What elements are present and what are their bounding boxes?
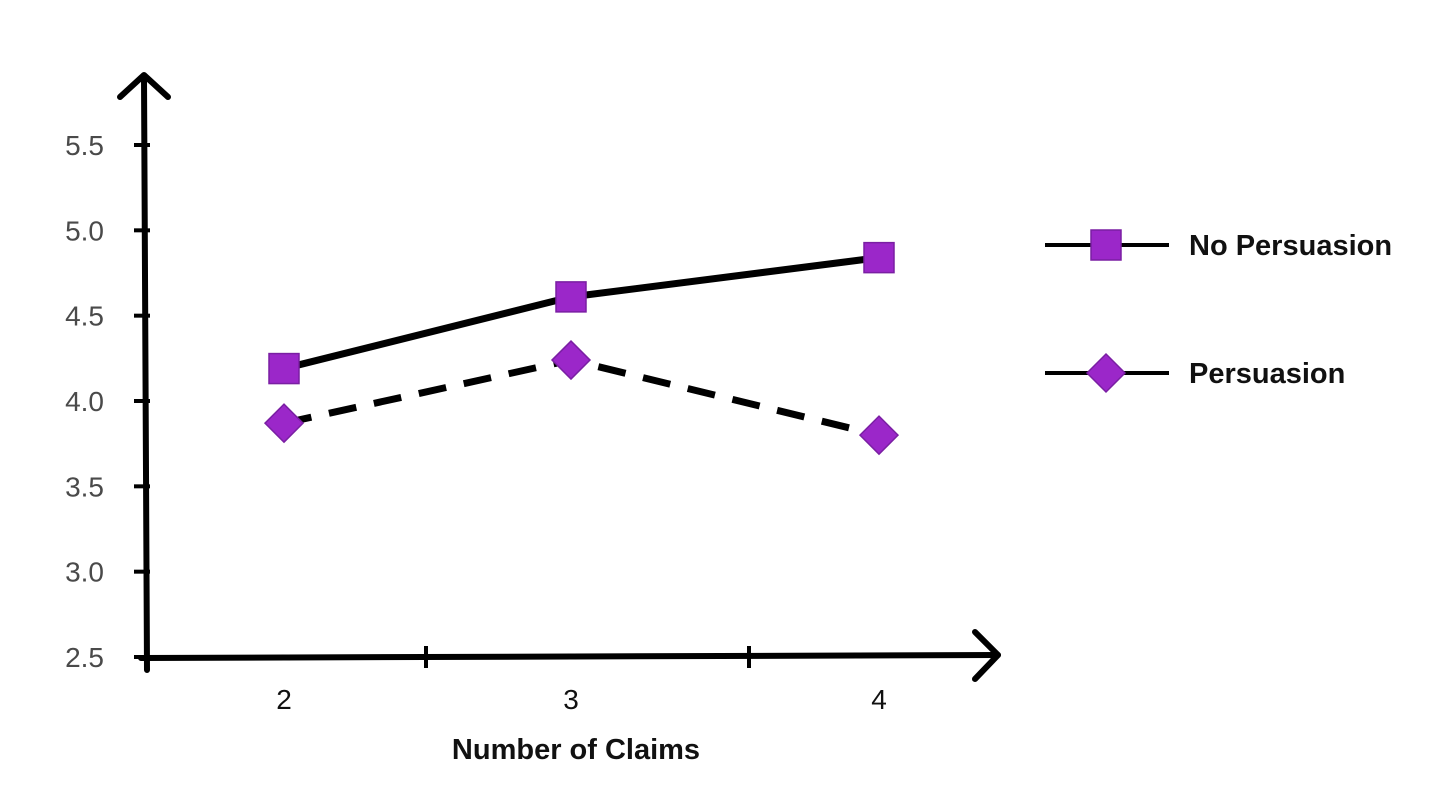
- x-tick-label: 4: [871, 684, 887, 715]
- data-point-persuasion: [858, 415, 900, 456]
- series-no-persuasion: [268, 241, 895, 385]
- legend-item-no-persuasion: No Persuasion: [1045, 229, 1392, 262]
- x-axis-line: [138, 652, 1001, 661]
- data-point-no-persuasion: [555, 281, 587, 313]
- data-point-persuasion: [263, 403, 305, 444]
- series-layer: [263, 241, 900, 456]
- x-tick-label: 3: [563, 684, 579, 715]
- x-axis-ticks: 2 3 4: [276, 684, 887, 715]
- legend-marker-square: [1090, 229, 1122, 261]
- data-point-no-persuasion: [863, 241, 895, 274]
- data-point-no-persuasion: [268, 352, 300, 385]
- legend: No Persuasion Persuasion: [1045, 229, 1392, 394]
- y-tick-label: 3.0: [65, 557, 104, 588]
- y-tick-label: 5.5: [65, 130, 104, 161]
- y-axis-ticks: 2.5 3.0 3.5 4.0 4.5 5.0 5.5: [65, 130, 150, 673]
- series-line-persuasion: [283, 356, 880, 439]
- axes: [117, 72, 1001, 682]
- legend-item-persuasion: Persuasion: [1045, 352, 1345, 394]
- series-persuasion: [263, 339, 900, 456]
- legend-label: Persuasion: [1189, 358, 1345, 390]
- x-axis-title: Number of Claims: [452, 734, 700, 766]
- y-tick-label: 3.5: [65, 471, 104, 502]
- legend-marker-diamond: [1085, 352, 1127, 394]
- y-tick-label: 2.5: [65, 642, 104, 673]
- x-tick-label: 2: [276, 684, 292, 715]
- legend-label: No Persuasion: [1189, 230, 1392, 262]
- y-tick-label: 5.0: [65, 215, 104, 246]
- y-tick-label: 4.5: [65, 301, 104, 332]
- y-axis-arrowhead: [117, 72, 171, 100]
- y-tick-label: 4.0: [65, 386, 104, 417]
- data-point-persuasion: [550, 339, 592, 381]
- x-axis-arrowhead: [972, 629, 1001, 682]
- y-axis-line: [141, 75, 150, 673]
